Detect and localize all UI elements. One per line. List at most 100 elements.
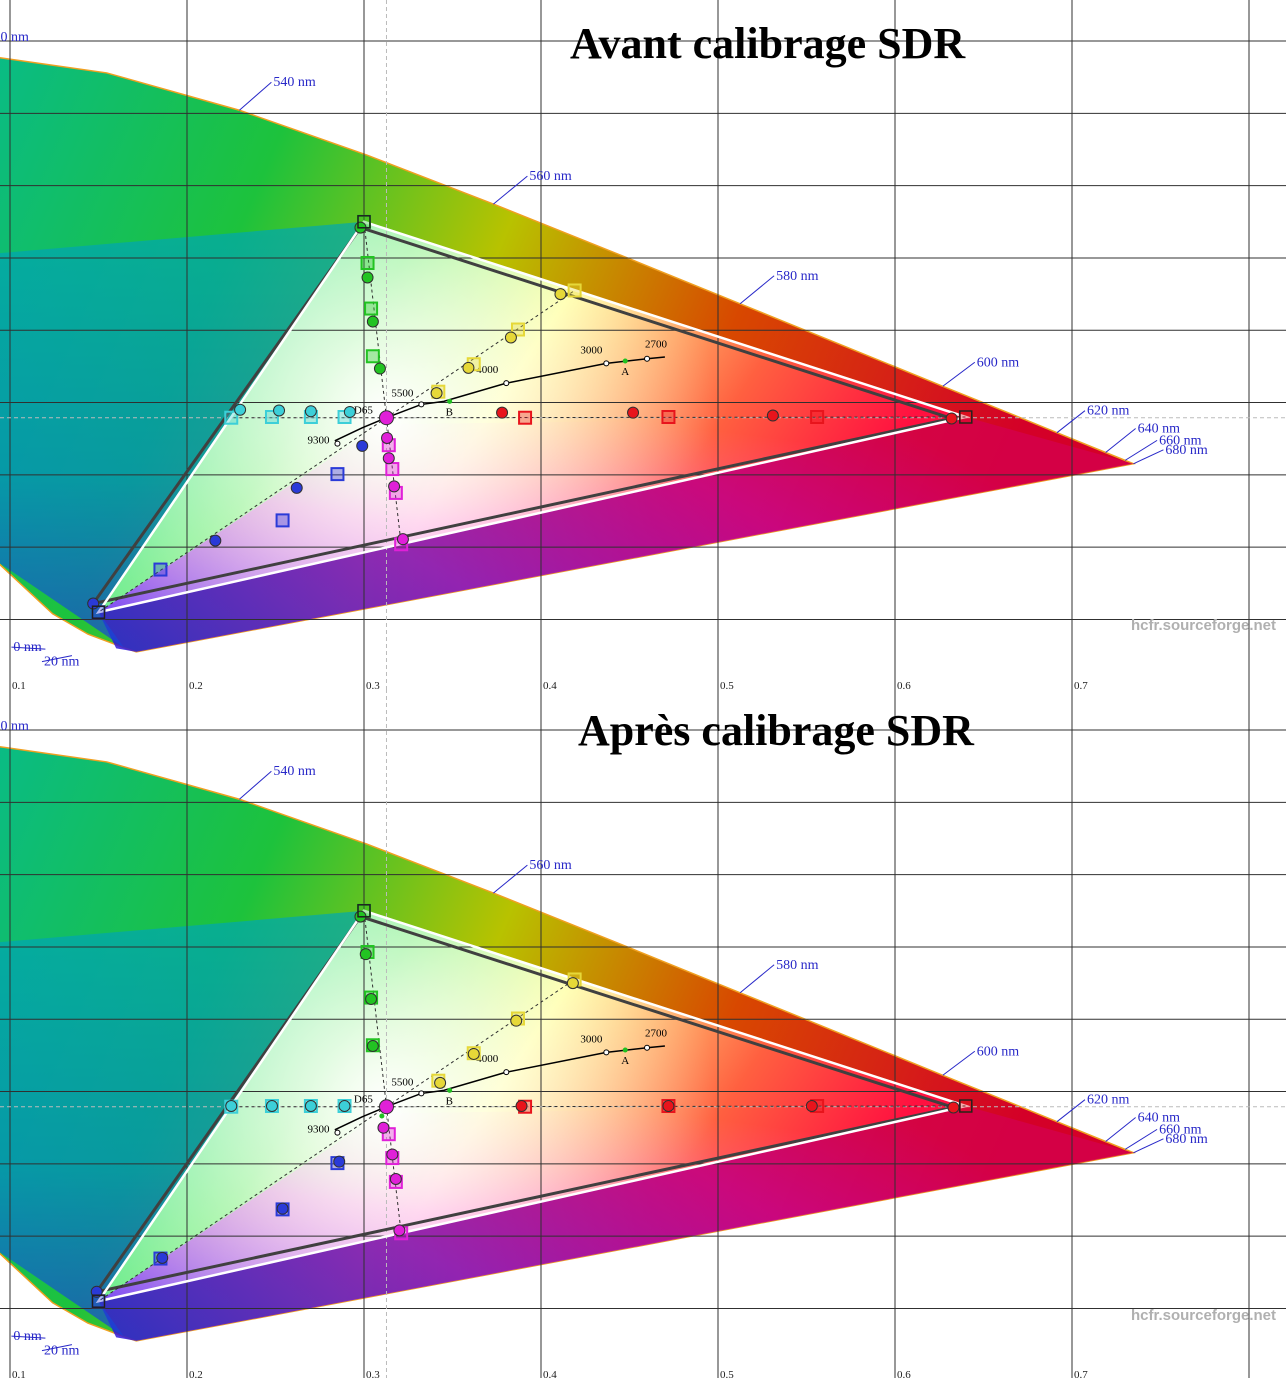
saturation-path [386, 979, 575, 1108]
cct-label: 2700 [645, 339, 668, 351]
wavelength-label: 0 nm [13, 1329, 42, 1344]
illuminant-label: A [621, 366, 629, 378]
wavelength-label: 540 nm [273, 75, 316, 90]
primary-target-marker [91, 605, 106, 619]
measured-point [343, 405, 356, 418]
measured-point [554, 288, 567, 301]
wavelength-label: 20 nm [44, 655, 79, 670]
wavelength-label: 20 nm [44, 1344, 79, 1359]
measured-point [430, 387, 443, 400]
cct-label: 3000 [580, 344, 603, 356]
saturation-path [386, 290, 575, 419]
cct-point [334, 1129, 341, 1136]
wavelength-tick [942, 1050, 976, 1076]
measured-point [273, 404, 286, 417]
watermark: hcfr.sourceforge.net [1130, 617, 1276, 634]
cct-point [418, 401, 425, 408]
measured-point [805, 1100, 818, 1112]
measured-point [276, 1202, 289, 1215]
measured-point [156, 1251, 169, 1264]
primary-target-marker [959, 1099, 973, 1113]
cie-chromaticity-chart: 0.1 0.2 0.3 0.4 0.5 0.6 0.7 2700 3000 4000 5500 D65… [0, 0, 1286, 689]
x-tick-label: 0.1 [12, 1369, 26, 1378]
target-square [518, 410, 533, 425]
measured-point [515, 1100, 528, 1112]
wavelength-tick [1133, 1138, 1164, 1154]
wavelength-label: 580 nm [776, 269, 819, 284]
target-square [365, 349, 380, 364]
measured-point [377, 1121, 390, 1134]
watermark: hcfr.sourceforge.net [1130, 1307, 1276, 1324]
measured-point [365, 992, 378, 1005]
measured-point [366, 1039, 379, 1052]
measured-point [338, 1100, 351, 1112]
wavelength-label: 520 nm [0, 30, 29, 45]
wavelength-label: 660 nm [1159, 1122, 1202, 1137]
measured-point [381, 431, 394, 444]
cct-point [503, 1069, 510, 1076]
cct-point [334, 440, 341, 447]
wavelength-tick [739, 275, 775, 305]
x-tick-label: 0.6 [897, 680, 911, 689]
wavelength-tick [1124, 439, 1158, 461]
measured-point [366, 315, 379, 328]
cct-label: 3000 [580, 1033, 603, 1045]
wavelength-label: 560 nm [529, 858, 572, 873]
wavelength-label: 540 nm [273, 764, 316, 779]
wavelength-tick [942, 361, 976, 387]
cct-label: 2700 [645, 1028, 668, 1040]
cct-label: 4000 [476, 364, 499, 376]
white-center [98, 221, 966, 613]
measured-point [388, 480, 401, 493]
purple-region [98, 417, 1134, 652]
planckian-locus [334, 356, 665, 442]
wavelength-label: 0 nm [13, 640, 42, 655]
measured-point [361, 271, 374, 284]
planckian-locus [334, 1045, 665, 1131]
measured-point [504, 331, 517, 344]
wavelength-tick [41, 1344, 73, 1352]
wavelength-tick [739, 964, 775, 994]
wavelength-label: 600 nm [977, 1044, 1020, 1059]
wavelength-label: 680 nm [1165, 1132, 1208, 1147]
target-square [810, 410, 825, 424]
chart-panel-before: 0.1 0.2 0.3 0.4 0.5 0.6 0.7 2700 3000 4000 5500 D65… [0, 0, 1286, 689]
cct-label: 4000 [476, 1053, 499, 1065]
measured-point [766, 409, 779, 422]
target-square [330, 467, 345, 482]
measured-point [290, 481, 303, 494]
measured-gamut [89, 225, 958, 606]
primary-target-marker [959, 410, 973, 424]
saturation-path [98, 417, 387, 613]
illuminant-label: B [446, 1095, 453, 1107]
white-center [98, 910, 966, 1302]
cct-label: 5500 [391, 387, 414, 399]
illuminant-point [447, 1087, 453, 1093]
measured-point [373, 362, 386, 375]
cct-point [603, 360, 610, 367]
x-tick-label: 0.4 [543, 680, 557, 689]
target-square [275, 513, 290, 528]
wavelength-label: 560 nm [529, 169, 572, 184]
wavelength-tick [11, 646, 46, 650]
x-tick-label: 0.2 [189, 1369, 203, 1378]
measured-point [510, 1014, 523, 1027]
illuminant-point [447, 398, 453, 404]
measured-point [566, 977, 579, 990]
wavelength-tick [239, 770, 272, 800]
cct-point [644, 1044, 651, 1051]
wavelength-label: 580 nm [776, 958, 819, 973]
wavelength-label: 680 nm [1165, 443, 1208, 458]
purple-region [98, 1106, 1134, 1341]
saturation-path [98, 1106, 387, 1302]
illuminant-point [622, 358, 628, 364]
target-square [360, 256, 375, 271]
x-tick-label: 0.5 [720, 680, 734, 689]
cyan-region [0, 910, 364, 1337]
wavelength-label: 640 nm [1138, 421, 1181, 436]
target-square [958, 1099, 973, 1113]
measured-point [382, 452, 395, 465]
cct-point [418, 1090, 425, 1097]
x-tick-label: 0.6 [897, 1369, 911, 1378]
saturation-path [386, 416, 966, 419]
